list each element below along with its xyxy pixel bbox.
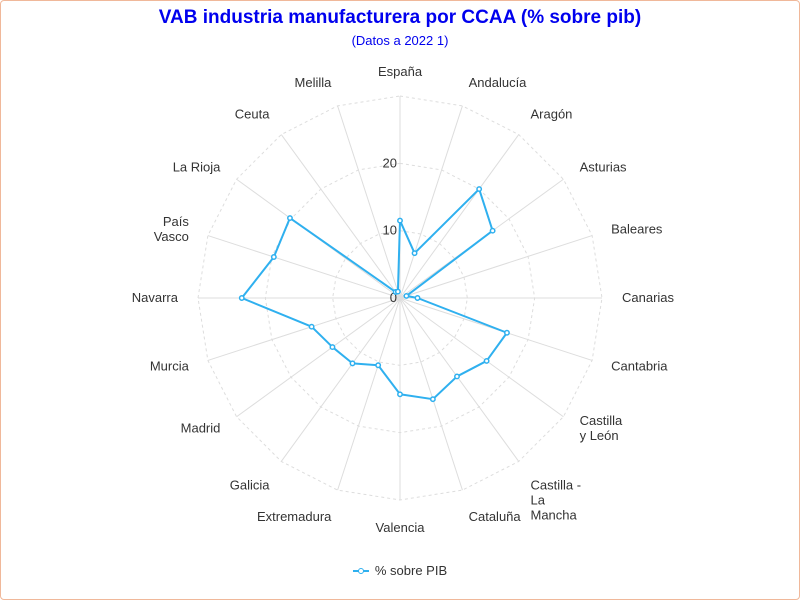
category-label: Madrid — [181, 420, 221, 435]
radial-tick-label: 0 — [390, 290, 397, 305]
category-label: Cantabria — [611, 359, 668, 374]
radial-tick-label: 20 — [383, 155, 397, 170]
data-point[interactable] — [503, 329, 510, 336]
category-label-line: España — [378, 64, 423, 79]
category-label-line: Aragón — [530, 106, 572, 121]
line-marker-icon — [352, 567, 369, 574]
data-point[interactable] — [403, 292, 410, 299]
legend-marker-dot — [357, 567, 364, 574]
category-label: Ceuta — [235, 106, 270, 121]
grid-spoke — [399, 235, 593, 299]
category-label: España — [378, 64, 423, 79]
data-point[interactable] — [394, 288, 401, 295]
data-point[interactable] — [349, 360, 356, 367]
grid-spoke — [399, 297, 520, 462]
data-point[interactable] — [287, 215, 293, 222]
grid-spoke — [207, 297, 401, 361]
series-layer — [238, 186, 510, 403]
category-label: Navarra — [132, 290, 179, 305]
data-point[interactable] — [238, 295, 245, 301]
category-label: Valencia — [376, 520, 426, 535]
category-label-line: La — [530, 493, 545, 508]
category-labels: España Andalucía Aragón Asturias Baleares Can… — [132, 64, 675, 535]
grid-spoke — [399, 297, 463, 491]
data-point[interactable] — [489, 227, 496, 234]
category-label: Asturias — [580, 160, 627, 175]
radial-ticks: 0 10 20 — [383, 155, 397, 305]
category-label: Castilla y León — [580, 413, 623, 443]
data-point[interactable] — [397, 217, 403, 224]
data-point[interactable] — [375, 362, 382, 369]
category-label-line: Mancha — [530, 508, 577, 523]
category-label: Aragón — [530, 106, 572, 121]
category-label-line: Valencia — [376, 520, 426, 535]
grid-spoke — [399, 134, 520, 299]
data-point[interactable] — [454, 373, 460, 380]
category-label-line: Cataluña — [469, 509, 522, 524]
category-label-line: Melilla — [295, 75, 333, 90]
category-label-line: y León — [580, 428, 619, 443]
category-label: Murcia — [150, 359, 190, 374]
category-label: Cataluña — [469, 509, 522, 524]
category-label-line: Galicia — [230, 478, 271, 493]
data-point[interactable] — [483, 357, 490, 364]
radar-grid — [197, 95, 603, 501]
category-label-line: Murcia — [150, 359, 190, 374]
category-label: Canarias — [622, 290, 675, 305]
data-point[interactable] — [270, 254, 277, 260]
data-point[interactable] — [397, 391, 403, 398]
category-label: Extremadura — [257, 509, 332, 524]
grid-spoke — [337, 297, 401, 491]
category-label-line: Andalucía — [469, 75, 528, 90]
legend[interactable]: % sobre PIB — [0, 563, 800, 578]
category-label-line: Baleares — [611, 221, 663, 236]
grid-spoke — [399, 105, 463, 299]
grid-spoke — [207, 235, 401, 299]
grid-spoke — [236, 297, 401, 418]
chart-title: VAB industria manufacturera por CCAA (% … — [158, 7, 642, 28]
grid-spoke — [280, 134, 401, 299]
category-label-line: Asturias — [580, 160, 627, 175]
category-label-line: Canarias — [622, 290, 675, 305]
category-label-line: Extremadura — [257, 509, 332, 524]
grid-spoke — [399, 297, 564, 418]
grid-spoke — [337, 105, 401, 299]
category-label: La Rioja — [173, 160, 221, 175]
category-label: Galicia — [230, 478, 271, 493]
category-label: Castilla -La Mancha — [530, 478, 581, 523]
category-label-line: Castilla — [580, 413, 623, 428]
data-point[interactable] — [329, 344, 336, 351]
data-point[interactable] — [414, 295, 421, 301]
data-point[interactable] — [429, 396, 436, 403]
data-point[interactable] — [308, 323, 315, 330]
category-label-line: Vasco — [154, 229, 189, 244]
category-label-line: Castilla - — [530, 478, 581, 493]
legend-label: % sobre PIB — [374, 563, 448, 578]
category-label-line: La Rioja — [173, 160, 221, 175]
category-label: Baleares — [611, 221, 663, 236]
category-label-line: Navarra — [132, 290, 179, 305]
radial-tick-label: 10 — [383, 223, 397, 238]
data-point[interactable] — [411, 250, 418, 257]
data-point[interactable] — [476, 186, 483, 193]
category-label-line: Ceuta — [235, 106, 270, 121]
grid-spoke — [280, 297, 401, 462]
category-label-line: Cantabria — [611, 359, 668, 374]
category-label-line: Madrid — [181, 420, 221, 435]
category-label: País Vasco — [154, 214, 190, 244]
category-label: Andalucía — [469, 75, 528, 90]
category-label: Melilla — [295, 75, 333, 90]
chart-subtitle: (Datos a 2022 1) — [351, 33, 449, 48]
category-label-line: País — [163, 214, 190, 229]
